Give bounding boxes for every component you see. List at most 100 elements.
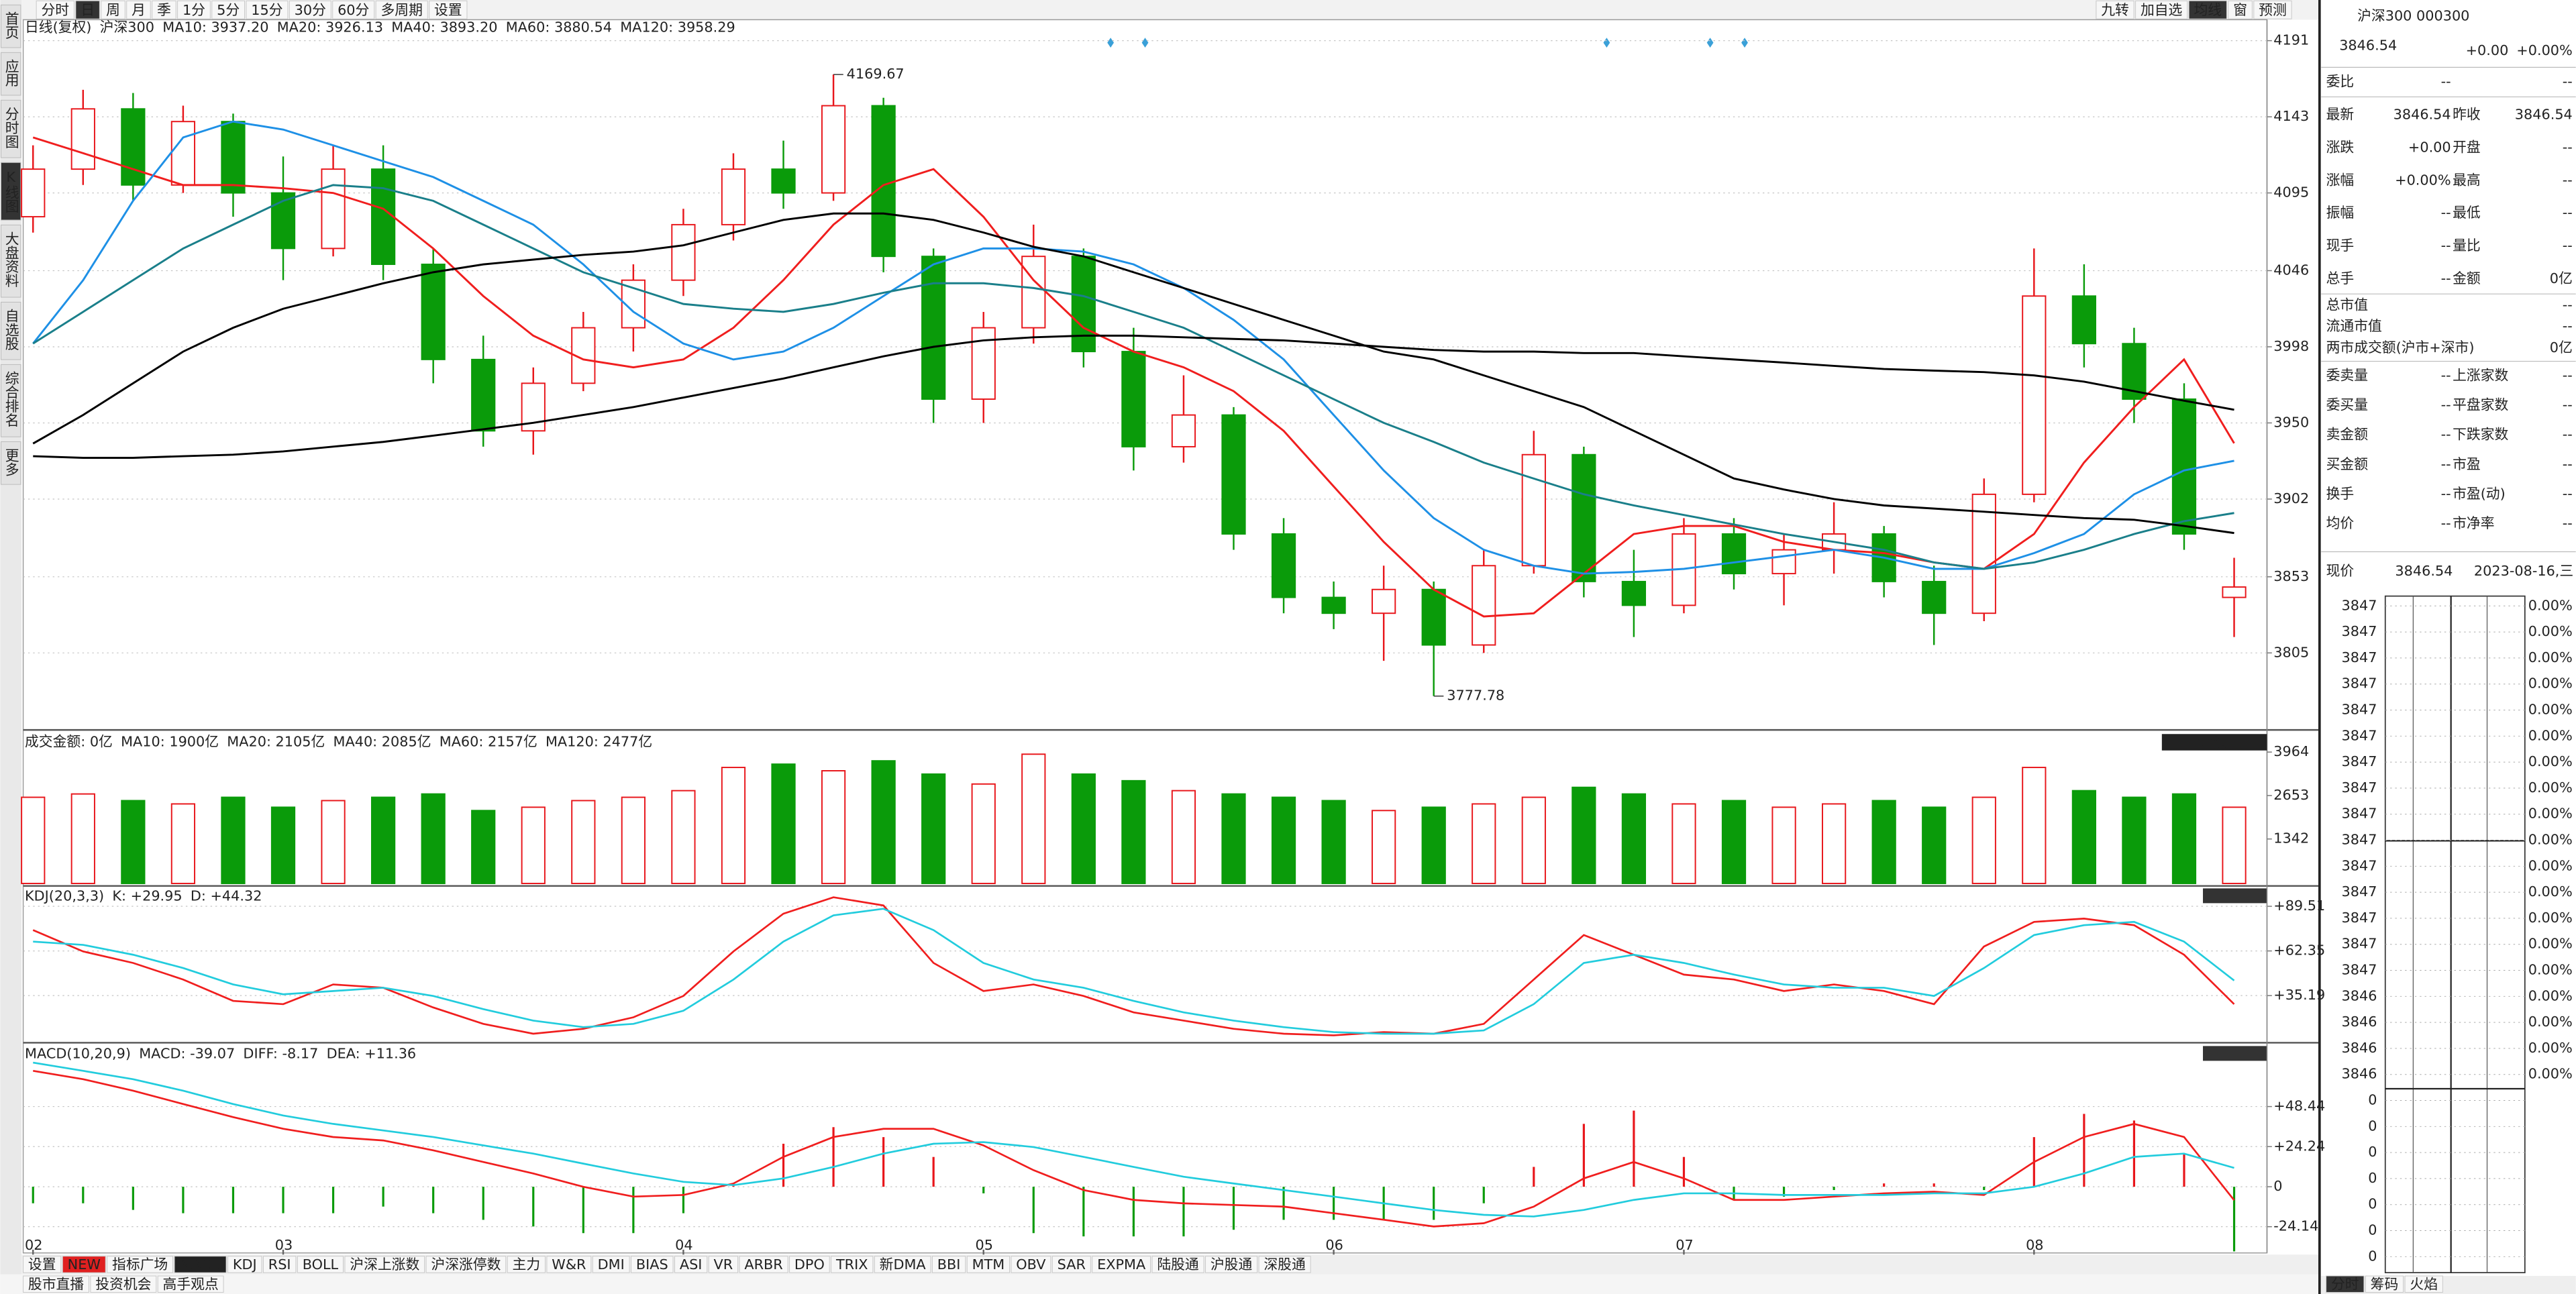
indicator-tab[interactable]: 主力 [513,1256,541,1273]
indicator-tab-bg[interactable] [297,1256,344,1273]
indicator-tab[interactable]: BIAS [636,1256,668,1273]
toolbar-button[interactable]: 加自选 [2141,2,2183,18]
indicator-tab-bg[interactable] [1151,1256,1204,1273]
side-tab[interactable]: 筹码 [2371,1277,2399,1293]
side-tab-bg[interactable] [2326,1275,2365,1293]
indicator-tab-bg[interactable] [344,1256,425,1273]
toolbar-button[interactable]: 5分 [217,2,240,18]
indicator-tab[interactable]: 沪深涨停数 [431,1256,501,1273]
toolbar-button-bg[interactable] [289,0,331,19]
amount-button-bg[interactable] [2161,734,2267,751]
sidebar-item-bg[interactable] [1,4,21,48]
indicator-tab[interactable]: 深股通 [1264,1256,1306,1273]
indicator-tab-bg[interactable] [1258,1256,1311,1273]
side-tab-bg[interactable] [2404,1275,2443,1293]
indicator-tab-bg[interactable] [507,1256,546,1273]
toolbar-button[interactable]: 九转 [2101,2,2129,18]
sidebar-item[interactable]: 应用 [3,59,19,87]
toolbar-button-bg[interactable] [101,0,125,19]
bottom-link[interactable]: 投资机会 [95,1277,151,1293]
indicator-tab[interactable]: 沪股通 [1210,1256,1253,1273]
sidebar-item[interactable]: 更多 [3,448,19,476]
indicator-tab[interactable]: MTM [972,1256,1005,1273]
side-tab-bg[interactable] [2365,1275,2404,1293]
toolbar-button[interactable]: 预测 [2259,2,2287,18]
indicator-tab-bg[interactable] [674,1256,708,1273]
sidebar-item[interactable]: 首页 [3,11,19,40]
toolbar-button-bg[interactable] [2188,0,2227,19]
toolbar-button-bg[interactable] [2135,0,2188,19]
toolbar-button[interactable]: 日 [81,2,95,18]
indicator-tab[interactable]: DMI [598,1256,625,1273]
toolbar-button[interactable]: 15分 [251,2,282,18]
indicator-button[interactable] [2203,1046,2267,1061]
sidebar-item[interactable]: 分时图 [3,107,19,148]
toolbar-button-bg[interactable] [177,0,211,19]
toolbar-button[interactable]: 季 [157,2,171,18]
toolbar-button-bg[interactable] [2253,0,2292,19]
bottom-link-bg[interactable] [23,1275,89,1293]
indicator-tab-bg[interactable] [708,1256,739,1273]
toolbar-button[interactable]: 多周期 [380,2,422,18]
sidebar-item[interactable]: 大盘资料 [3,231,19,287]
indicator-tab-bg[interactable] [62,1256,106,1273]
sidebar-item[interactable]: K线图 [3,169,19,213]
sidebar-item-bg[interactable] [1,441,21,485]
indicator-tab-bg[interactable] [174,1256,227,1273]
indicator-tab[interactable]: DPO [794,1256,825,1273]
indicator-tab[interactable]: NEW [68,1256,101,1273]
indicator-tab-bg[interactable] [1051,1256,1091,1273]
bottom-link-bg[interactable] [90,1275,157,1293]
bottom-link[interactable]: 股市直播 [28,1277,84,1293]
sidebar-item-bg[interactable] [1,224,21,298]
toolbar-button[interactable]: 分时 [41,2,69,18]
sidebar-item-bg[interactable] [1,52,21,96]
indicator-tab-bg[interactable] [966,1256,1011,1273]
indicator-tab-bg[interactable] [931,1256,966,1273]
toolbar-button[interactable]: 30分 [295,2,326,18]
indicator-tab[interactable]: TRIX [835,1256,868,1273]
sidebar-item[interactable]: 综合排名 [3,371,19,427]
indicator-tab-bg[interactable] [739,1256,788,1273]
indicator-button[interactable] [2203,888,2267,904]
toolbar-button[interactable]: 均线 [2194,2,2222,18]
toolbar-button[interactable]: 周 [106,2,120,18]
sidebar-item-bg[interactable] [1,301,21,360]
indicator-tab[interactable]: ASI [680,1256,703,1273]
toolbar-button-bg[interactable] [2228,0,2253,19]
indicator-tab-bg[interactable] [831,1256,874,1273]
toolbar-button-bg[interactable] [152,0,176,19]
indicator-tab-bg[interactable] [23,1256,62,1273]
indicator-tab[interactable]: RSI [268,1256,291,1273]
bottom-link[interactable]: 高手观点 [163,1277,219,1293]
toolbar-button[interactable]: 窗 [2233,2,2247,18]
indicator-tab[interactable]: VR [714,1256,733,1273]
indicator-tab-bg[interactable] [1011,1256,1051,1273]
indicator-tab[interactable]: SAR [1058,1256,1086,1273]
indicator-tab-bg[interactable] [262,1256,297,1273]
indicator-tab[interactable]: 设置 [28,1256,56,1273]
indicator-tab[interactable]: 指标广场 [112,1256,168,1273]
toolbar-button-bg[interactable] [375,0,428,19]
indicator-tab[interactable]: MACD [179,1256,221,1273]
indicator-tab-bg[interactable] [631,1256,674,1273]
toolbar-button[interactable]: 设置 [434,2,462,18]
bottom-link-bg[interactable] [157,1275,224,1293]
indicator-tab[interactable]: EXPMA [1097,1256,1146,1273]
toolbar-button-bg[interactable] [36,0,74,19]
indicator-tab[interactable]: OBV [1016,1256,1046,1273]
indicator-tab-bg[interactable] [874,1256,931,1273]
indicator-tab[interactable]: 新DMA [880,1256,927,1273]
sidebar-item[interactable]: 自选股 [3,309,19,350]
sidebar-item-bg[interactable] [1,364,21,437]
sidebar-item-bg[interactable] [1,99,21,158]
toolbar-button-bg[interactable] [126,0,151,19]
indicator-tab[interactable]: 沪深上涨数 [350,1256,419,1273]
toolbar-button[interactable]: 60分 [338,2,369,18]
indicator-tab-bg[interactable] [107,1256,174,1273]
toolbar-button-bg[interactable] [211,0,245,19]
toolbar-button-bg[interactable] [246,0,289,19]
toolbar-button-bg[interactable] [429,0,468,19]
indicator-tab-bg[interactable] [227,1256,262,1273]
indicator-tab[interactable]: KDJ [233,1256,257,1273]
